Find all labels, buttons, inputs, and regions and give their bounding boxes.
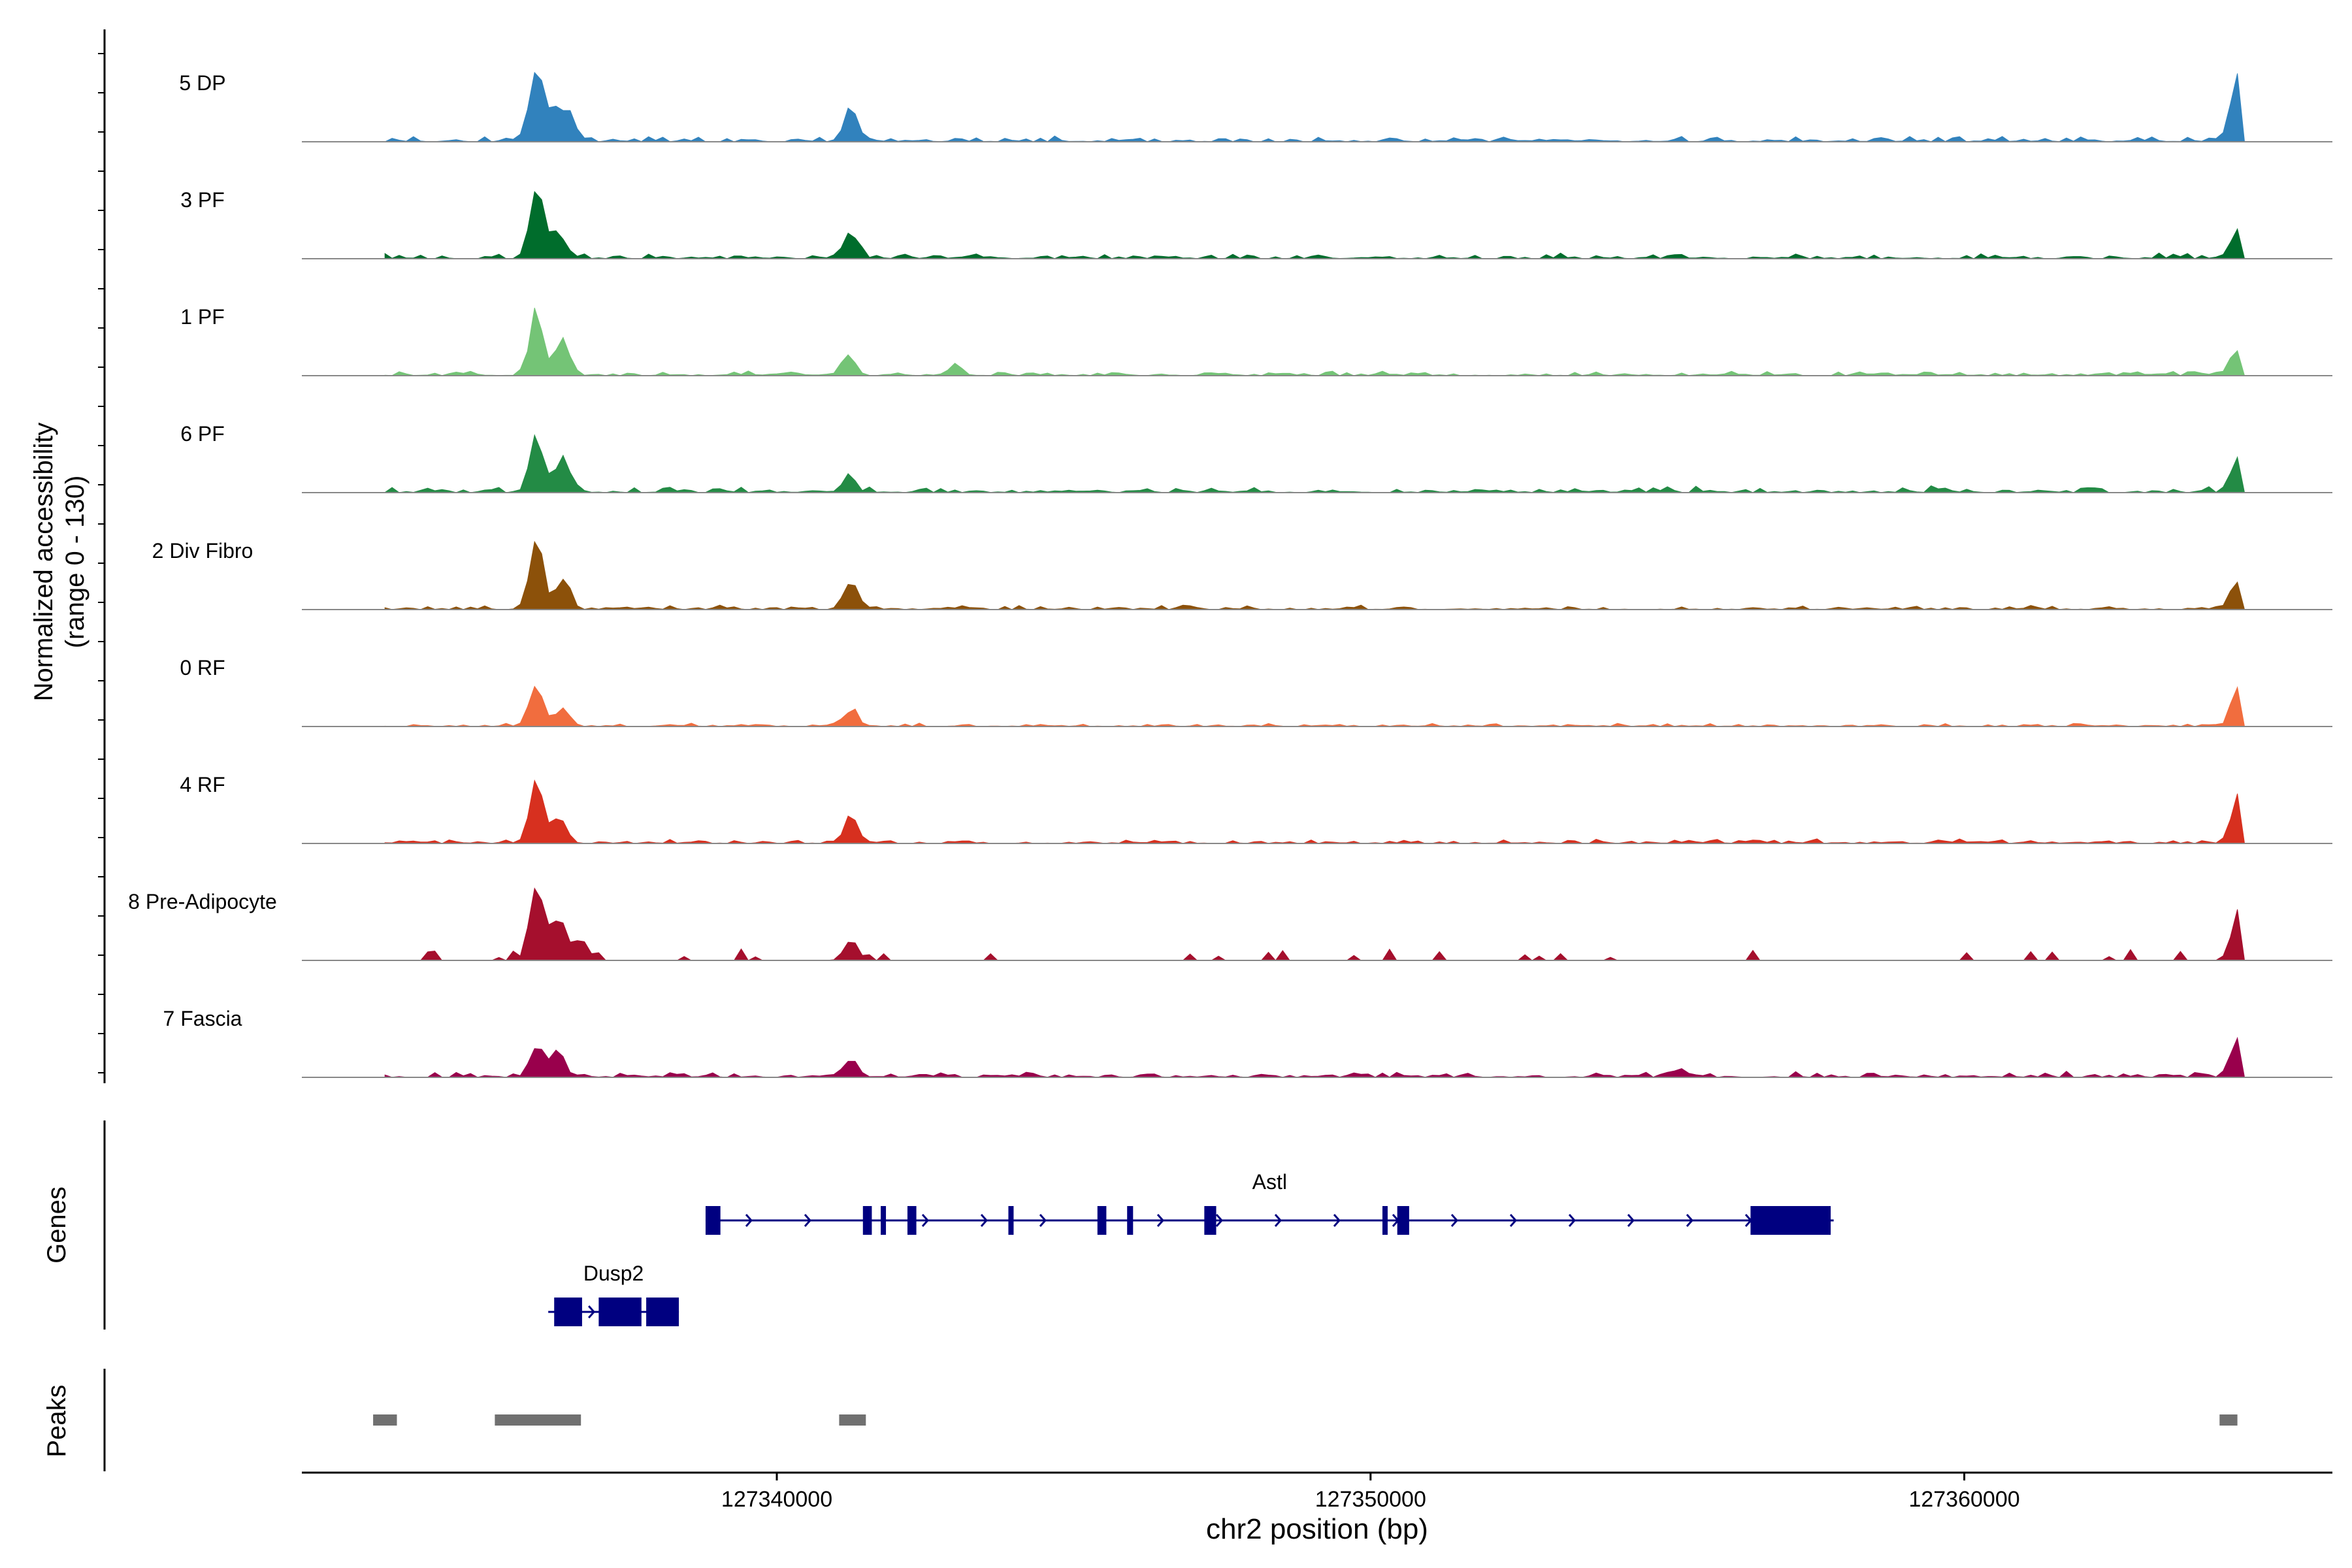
gene-exon (646, 1298, 679, 1326)
gene-exon (881, 1206, 887, 1235)
coverage-track: 4 RF (180, 773, 2332, 844)
gene-exon (705, 1206, 721, 1235)
x-axis-ticks: 127340000 127350000 127360000 (721, 1473, 2020, 1512)
x-axis-title: chr2 position (bp) (1206, 1513, 1428, 1545)
gene-label: Dusp2 (583, 1262, 644, 1285)
track-label: 0 RF (180, 656, 225, 679)
coverage-area (302, 191, 2332, 259)
coverage-area (302, 308, 2332, 376)
gene-exon (1127, 1206, 1134, 1235)
gene-model: Dusp2 (548, 1262, 679, 1326)
coverage-track: 1 PF (180, 305, 2332, 376)
x-tick-label: 127360000 (1908, 1487, 2019, 1512)
strand-arrow (1568, 1214, 1576, 1227)
gene-exon (1750, 1206, 1831, 1235)
track-label: 3 PF (180, 188, 225, 212)
genes-panel-label: Genes (42, 1186, 71, 1264)
strand-arrow (1450, 1214, 1458, 1227)
track-label: 7 Fascia (163, 1007, 242, 1030)
gene-exon (1397, 1206, 1409, 1235)
coverage-area (302, 540, 2332, 610)
track-label: 4 RF (180, 773, 225, 796)
coverage-track: 7 Fascia (163, 1007, 2332, 1078)
gene-model: Astl (705, 1170, 1834, 1235)
coverage-area (302, 685, 2332, 727)
gene-exon (862, 1206, 872, 1235)
x-tick-label: 127340000 (721, 1487, 832, 1512)
gene-label: Astl (1252, 1170, 1287, 1194)
coverage-area (302, 434, 2332, 493)
coverage-area (302, 887, 2332, 961)
track-label: 6 PF (180, 422, 225, 446)
track-label: 5 DP (179, 71, 225, 95)
x-axis: 127340000 127350000 127360000 chr2 positio… (302, 1471, 2332, 1545)
strand-arrow (1627, 1214, 1635, 1227)
coverage-y-ticks (98, 53, 105, 1073)
coverage-tracks: 5 DP 3 PF 1 PF 6 PF 2 Div Fibro 0 RF 4 RF 8 Pre… (128, 71, 2332, 1078)
gene-models: Astl Dusp2 (548, 1170, 1834, 1326)
strand-arrow (1686, 1214, 1693, 1227)
gene-exon (554, 1298, 582, 1326)
gene-exon (1097, 1206, 1107, 1235)
peak-regions (373, 1414, 2238, 1426)
track-label: 1 PF (180, 305, 225, 329)
coverage-area (302, 779, 2332, 844)
gene-exon (907, 1206, 917, 1235)
strand-arrow (745, 1214, 753, 1227)
coverage-area (302, 1036, 2332, 1078)
strand-arrow (1274, 1214, 1282, 1227)
strand-arrow (921, 1214, 929, 1227)
coverage-y-label-line1: Normalized accessibility (29, 423, 58, 702)
peaks-panel-label: Peaks (42, 1384, 71, 1457)
coverage-track: 6 PF (180, 422, 2332, 493)
x-tick-label: 127350000 (1315, 1487, 1426, 1512)
genes-panel: Genes Astl Dusp2 (42, 1120, 1834, 1330)
coverage-track: 0 RF (180, 656, 2332, 727)
strand-arrow (1509, 1214, 1517, 1227)
coverage-area (302, 71, 2332, 142)
coverage-track: 3 PF (180, 188, 2332, 259)
gene-exon (1008, 1206, 1014, 1235)
strand-arrow (588, 1305, 596, 1318)
gene-exon (1382, 1206, 1388, 1235)
strand-arrow (1215, 1214, 1223, 1227)
coverage-panel: Normalized accessibility (range 0 - 130)… (29, 29, 2332, 1083)
coverage-track: 5 DP (179, 71, 2332, 142)
coverage-track: 2 Div Fibro (152, 539, 2332, 610)
track-label: 2 Div Fibro (152, 539, 253, 563)
strand-arrow (1039, 1214, 1047, 1227)
strand-arrow (1156, 1214, 1164, 1227)
strand-arrow (1333, 1214, 1341, 1227)
track-label: 8 Pre-Adipocyte (128, 890, 277, 913)
peaks-panel: Peaks (42, 1369, 2238, 1471)
strand-arrow (980, 1214, 988, 1227)
coverage-y-label-line2: (range 0 - 130) (61, 476, 90, 649)
peak-region (2219, 1414, 2238, 1426)
gene-exon (598, 1298, 642, 1326)
coverage-track: 8 Pre-Adipocyte (128, 887, 2332, 961)
gene-exon (1204, 1206, 1217, 1235)
peak-region (373, 1414, 397, 1426)
strand-arrow (804, 1214, 811, 1227)
peak-region (495, 1414, 581, 1426)
peak-region (839, 1414, 866, 1426)
